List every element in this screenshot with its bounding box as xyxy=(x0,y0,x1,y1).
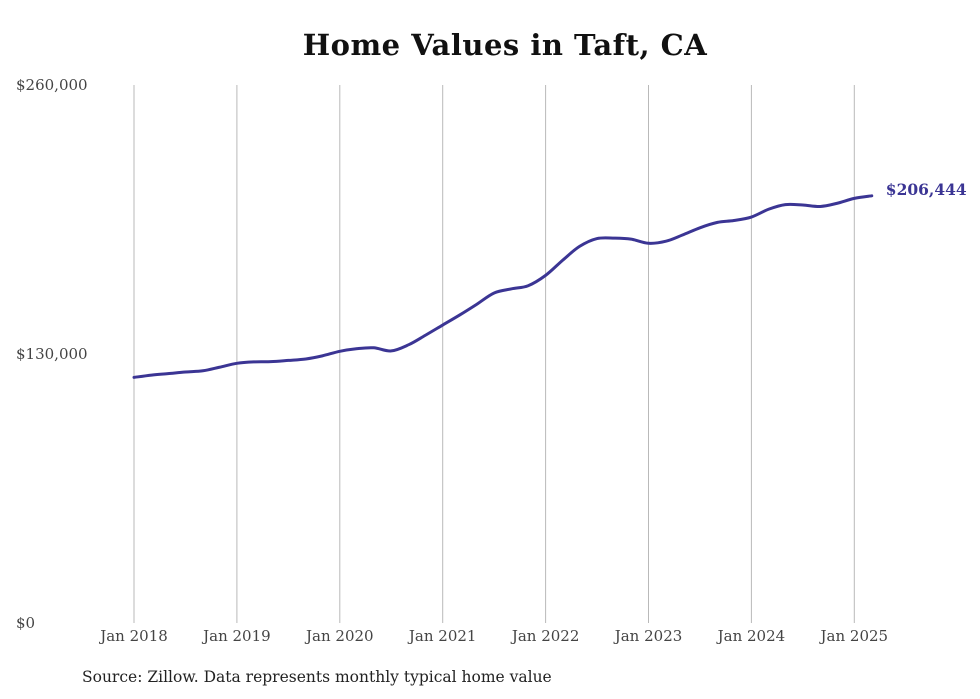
y-tick-label: $0 xyxy=(16,614,35,632)
y-tick-label: $130,000 xyxy=(16,345,88,363)
x-tick-label: Jan 2020 xyxy=(304,627,374,645)
x-tick-label: Jan 2024 xyxy=(716,627,786,645)
x-axis-ticks: Jan 2018 Jan 2019 Jan 2020 Jan 2021 Jan 2022… xyxy=(98,627,888,645)
series-line xyxy=(132,194,874,379)
series-layer xyxy=(132,194,874,379)
x-tick-label: Jan 2025 xyxy=(819,627,889,645)
x-tick-label: Jan 2021 xyxy=(407,627,477,645)
x-tick-label: Jan 2018 xyxy=(98,627,168,645)
y-tick-label: $260,000 xyxy=(16,76,88,94)
gridlines xyxy=(133,85,855,623)
end-value-label: $206,444 xyxy=(886,180,967,199)
source-note: Source: Zillow. Data represents monthly … xyxy=(82,668,552,686)
x-tick-label: Jan 2022 xyxy=(510,627,580,645)
end-label-layer: $206,444 xyxy=(886,180,967,199)
y-axis-ticks: $0 $130,000 $260,000 xyxy=(16,76,88,632)
x-tick-label: Jan 2023 xyxy=(613,627,683,645)
chart-title: Home Values in Taft, CA xyxy=(302,28,708,62)
x-tick-label: Jan 2019 xyxy=(201,627,271,645)
